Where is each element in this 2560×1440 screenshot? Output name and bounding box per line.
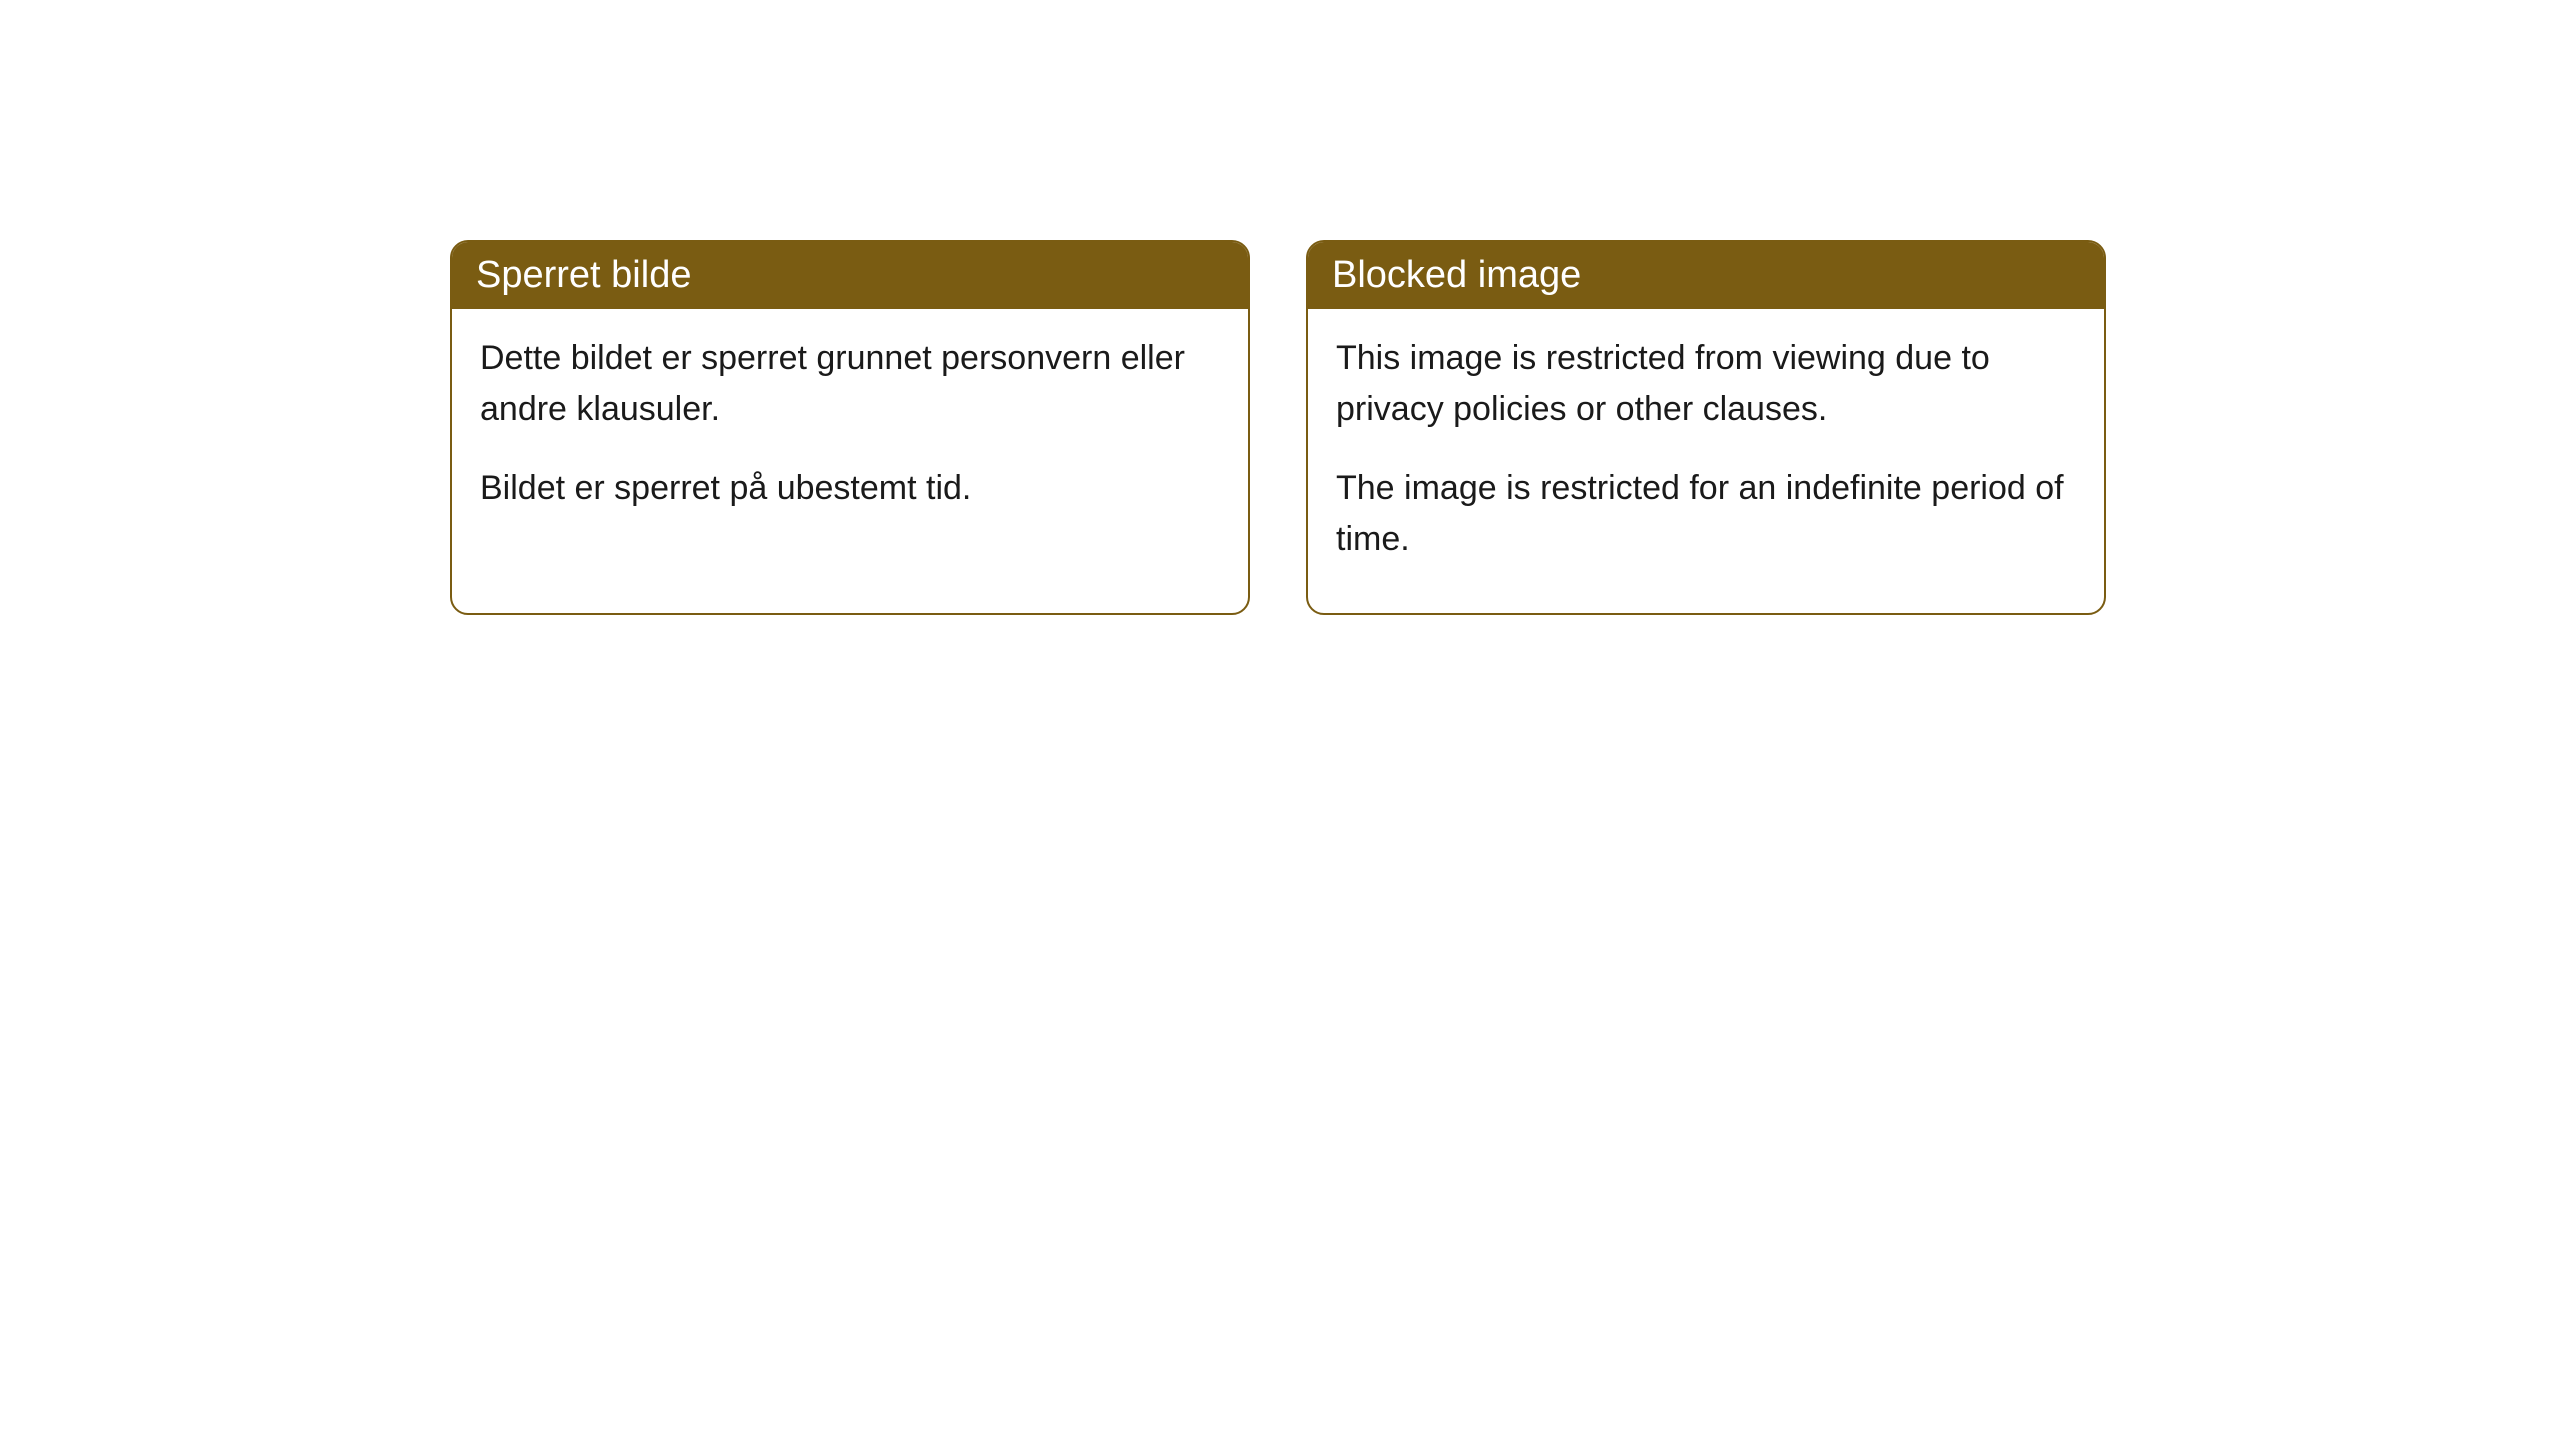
blocked-image-card-english: Blocked image This image is restricted f…: [1306, 240, 2106, 615]
card-header: Sperret bilde: [452, 242, 1248, 309]
cards-container: Sperret bilde Dette bildet er sperret gr…: [450, 240, 2110, 615]
card-body: Dette bildet er sperret grunnet personve…: [452, 309, 1248, 562]
card-paragraph: Bildet er sperret på ubestemt tid.: [480, 463, 1220, 514]
card-paragraph: This image is restricted from viewing du…: [1336, 333, 2076, 435]
card-paragraph: Dette bildet er sperret grunnet personve…: [480, 333, 1220, 435]
card-paragraph: The image is restricted for an indefinit…: [1336, 463, 2076, 565]
card-body: This image is restricted from viewing du…: [1308, 309, 2104, 613]
card-title: Sperret bilde: [476, 254, 691, 296]
card-title: Blocked image: [1332, 254, 1581, 296]
blocked-image-card-norwegian: Sperret bilde Dette bildet er sperret gr…: [450, 240, 1250, 615]
card-header: Blocked image: [1308, 242, 2104, 309]
